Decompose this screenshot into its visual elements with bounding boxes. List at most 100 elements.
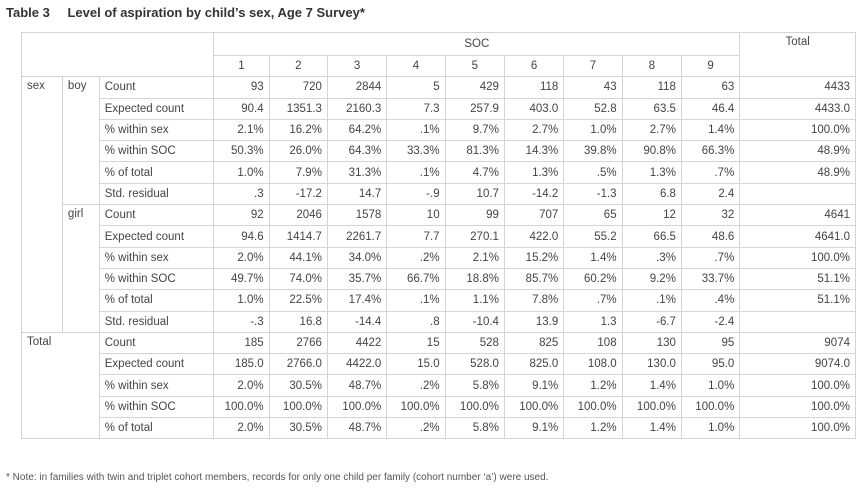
- table-caption: Table 3 Level of aspiration by child’s s…: [6, 5, 365, 20]
- value-cell: .7%: [680, 246, 741, 269]
- value-cell: .1%: [386, 289, 446, 312]
- value-cell: 48.7%: [326, 417, 388, 440]
- column-header: 2: [268, 54, 328, 78]
- row-label: Count: [98, 331, 215, 355]
- table-row: % within sex 2.0% 44.1% 34.0% .2% 2.1% 15.2% 1.…: [22, 246, 856, 269]
- total-cell: 48.9%: [739, 161, 856, 184]
- table-row: girl Count 92 2046 1578 10 99 707 65 12 32 4641: [22, 204, 856, 333]
- value-cell: 100.0%: [503, 395, 565, 419]
- value-cell: 2766: [268, 331, 328, 355]
- value-cell: -17.2: [268, 182, 328, 206]
- value-cell: 4.7%: [444, 161, 505, 184]
- value-cell: -2.4: [680, 310, 741, 333]
- row-label: % within sex: [98, 118, 215, 142]
- total-cell: 4641: [739, 204, 856, 227]
- value-cell: 2.4: [680, 182, 741, 206]
- total-cell: 51.1%: [739, 267, 856, 291]
- value-cell: .5%: [563, 161, 623, 184]
- value-cell: 1.0%: [680, 417, 741, 440]
- value-cell: 9.7%: [444, 118, 505, 142]
- row-label: Expected count: [98, 225, 215, 248]
- value-cell: 4422.0: [326, 353, 388, 376]
- value-cell: 60.2%: [563, 267, 623, 291]
- value-cell: 52.8: [563, 97, 623, 120]
- value-cell: 9.1%: [503, 374, 565, 397]
- value-cell: 2844: [326, 76, 388, 99]
- group-label: girl: [61, 204, 100, 333]
- column-header: 4: [386, 54, 446, 78]
- value-cell: 16.2%: [268, 118, 328, 142]
- table-title: Level of aspiration by child’s sex, Age …: [67, 5, 365, 20]
- value-cell: .7%: [680, 161, 741, 184]
- value-cell: .3: [213, 182, 270, 206]
- table-row: % of total 1.0% 22.5% 17.4% .1% 1.1% 7.8% .7% .1…: [22, 289, 856, 312]
- value-cell: 185: [213, 331, 270, 355]
- column-header: 8: [621, 54, 682, 78]
- value-cell: 7.9%: [268, 161, 328, 184]
- table-number: Table 3: [6, 5, 50, 20]
- value-cell: 528: [444, 331, 505, 355]
- value-cell: 10.7: [444, 182, 505, 206]
- value-cell: 100.0%: [680, 395, 741, 419]
- value-cell: 2.0%: [213, 246, 270, 269]
- value-cell: 108: [563, 331, 623, 355]
- value-cell: 2.1%: [444, 246, 505, 269]
- value-cell: -14.2: [503, 182, 565, 206]
- total-cell: 100.0%: [739, 395, 856, 419]
- total-header: Total: [739, 31, 856, 78]
- total-row: % within sex 2.0% 30.5% 48.7% .2% 5.8% 9.1% 1.2…: [22, 374, 856, 397]
- value-cell: 92: [213, 204, 270, 227]
- value-cell: 33.7%: [680, 267, 741, 291]
- value-cell: 1.3: [563, 310, 623, 333]
- value-cell: 63: [680, 76, 741, 99]
- value-cell: 185.0: [213, 353, 270, 376]
- value-cell: .2%: [386, 374, 446, 397]
- value-cell: 90.8%: [621, 140, 682, 163]
- row-label: % within SOC: [98, 267, 215, 291]
- column-header: 9: [680, 54, 741, 78]
- value-cell: 422.0: [503, 225, 565, 248]
- column-header: 1: [213, 54, 270, 78]
- value-cell: 95.0: [680, 353, 741, 376]
- value-cell: .2%: [386, 246, 446, 269]
- value-cell: 34.0%: [326, 246, 388, 269]
- value-cell: 22.5%: [268, 289, 328, 312]
- table-row: Std. residual -.3 16.8 -14.4.8 -10.4 13.9 1.3-…: [22, 310, 856, 333]
- value-cell: 2.7%: [503, 118, 565, 142]
- value-cell: 1351.3: [268, 97, 328, 120]
- value-cell: 50.3%: [213, 140, 270, 163]
- value-cell: -.3: [213, 310, 270, 333]
- row-label: % of total: [98, 161, 215, 184]
- value-cell: 108.0: [563, 353, 623, 376]
- group-label: boy: [61, 76, 100, 206]
- row-label: Expected count: [98, 97, 215, 120]
- value-cell: 825.0: [503, 353, 565, 376]
- total-group-label: Total: [21, 331, 100, 440]
- value-cell: 9.2%: [621, 267, 682, 291]
- row-label: Count: [98, 204, 215, 227]
- value-cell: .1%: [386, 161, 446, 184]
- value-cell: 429: [444, 76, 505, 99]
- value-cell: 1414.7: [268, 225, 328, 248]
- value-cell: 7.8%: [503, 289, 565, 312]
- value-cell: 118: [503, 76, 565, 99]
- value-cell: 64.2%: [326, 118, 388, 142]
- value-cell: 65: [563, 204, 623, 227]
- total-cell: [739, 310, 856, 333]
- value-cell: 2.0%: [213, 374, 270, 397]
- value-cell: 1578: [326, 204, 388, 227]
- value-cell: -6.7: [621, 310, 682, 333]
- value-cell: -14.4: [326, 310, 388, 333]
- value-cell: 528.0: [444, 353, 505, 376]
- value-cell: 100.0%: [386, 395, 446, 419]
- value-cell: 6.8: [621, 182, 682, 206]
- value-cell: .8: [386, 310, 446, 333]
- value-cell: 15.0: [386, 353, 446, 376]
- value-cell: 1.4%: [680, 118, 741, 142]
- value-cell: 46.4: [680, 97, 741, 120]
- value-cell: 5.8%: [444, 417, 505, 440]
- value-cell: 118: [621, 76, 682, 99]
- value-cell: 100.0%: [621, 395, 682, 419]
- value-cell: 2.7%: [621, 118, 682, 142]
